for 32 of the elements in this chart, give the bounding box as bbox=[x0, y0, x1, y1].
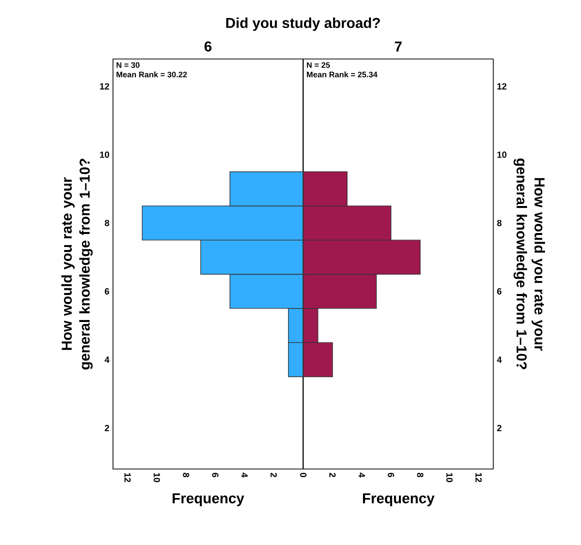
x-tick-label: 2 bbox=[329, 472, 336, 478]
y-tick-label: 6 bbox=[497, 288, 502, 295]
y-tick-label: 12 bbox=[497, 83, 506, 90]
x-tick-label: 4 bbox=[358, 472, 365, 478]
x-tick-label: 6 bbox=[212, 472, 218, 478]
x-tick-label: 0 bbox=[300, 472, 306, 478]
x-tick-label: 6 bbox=[388, 472, 394, 478]
chart-subtitle: 7 bbox=[394, 42, 402, 52]
y-tick-label: 8 bbox=[497, 220, 502, 226]
y-tick-label: 2 bbox=[104, 424, 110, 432]
y-tick-label: 2 bbox=[497, 424, 502, 432]
x-tick-label: 12 bbox=[124, 473, 131, 482]
y-tick-label: 8 bbox=[104, 220, 110, 226]
x-tick-label: 8 bbox=[417, 472, 424, 478]
y-axis-title: How would you rate your general knowledge from 1–10? bbox=[61, 158, 93, 370]
y-tick-label: 10 bbox=[497, 151, 506, 158]
x-axis-title: Frequency bbox=[172, 493, 244, 506]
y-axis-title: How would you rate your general knowledge from 1–10? bbox=[514, 158, 546, 370]
y-tick-label: 4 bbox=[104, 356, 110, 363]
x-tick-label: 12 bbox=[476, 473, 482, 482]
x-tick-label: 4 bbox=[241, 472, 248, 478]
x-axis-title: Frequency bbox=[362, 493, 435, 506]
chart-title: Did you study abroad? bbox=[226, 18, 380, 31]
x-tick-label: 2 bbox=[270, 472, 277, 478]
chart-subtitle: 6 bbox=[204, 41, 212, 52]
y-tick-label: 12 bbox=[100, 83, 110, 90]
y-tick-label: 4 bbox=[496, 356, 502, 363]
x-tick-label: 10 bbox=[446, 473, 453, 482]
x-tick-label: 10 bbox=[154, 473, 160, 482]
y-tick-label: 6 bbox=[104, 288, 110, 295]
x-tick-label: 8 bbox=[182, 472, 190, 478]
y-tick-label: 10 bbox=[100, 151, 110, 158]
